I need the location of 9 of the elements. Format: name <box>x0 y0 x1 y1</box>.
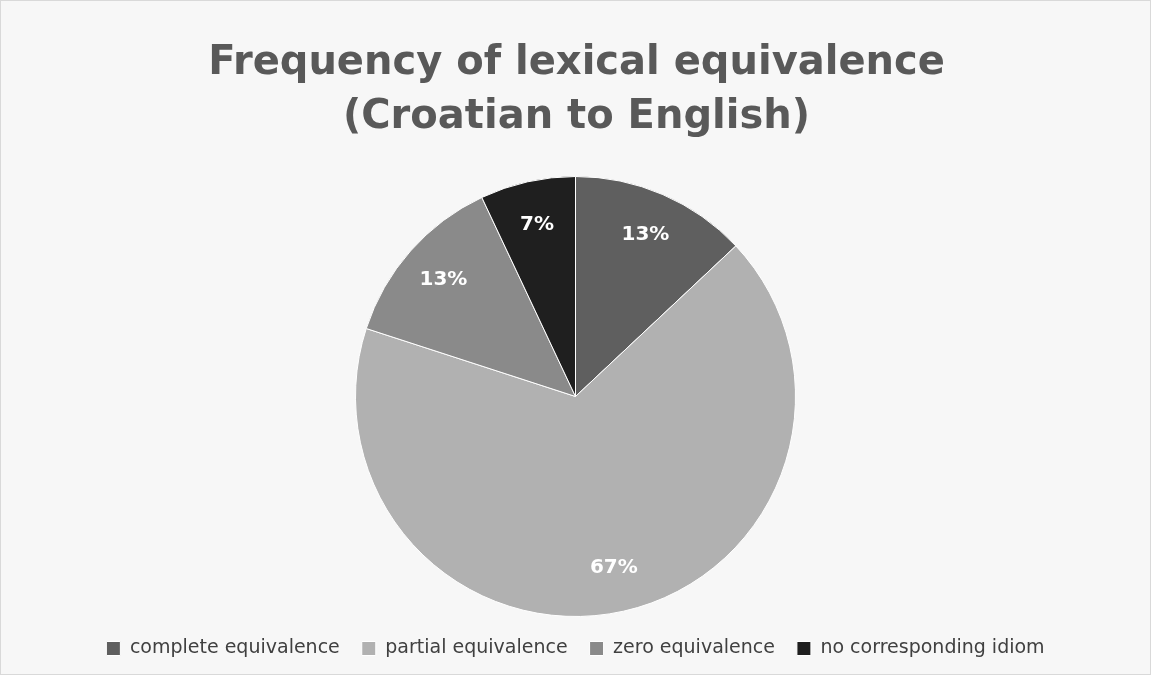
chart-title: Frequency of lexical equivalence (Croatian to English) <box>207 36 946 139</box>
legend-label: partial equivalence <box>385 635 568 658</box>
legend-label: complete equivalence <box>129 635 340 658</box>
legend-label: zero equivalence <box>613 635 775 658</box>
legend-label: no corresponding idiom <box>820 635 1045 658</box>
data-label: 67% <box>589 554 638 579</box>
data-label: 7% <box>520 210 555 235</box>
data-label: 13% <box>419 266 468 291</box>
data-label: 13% <box>621 221 670 246</box>
